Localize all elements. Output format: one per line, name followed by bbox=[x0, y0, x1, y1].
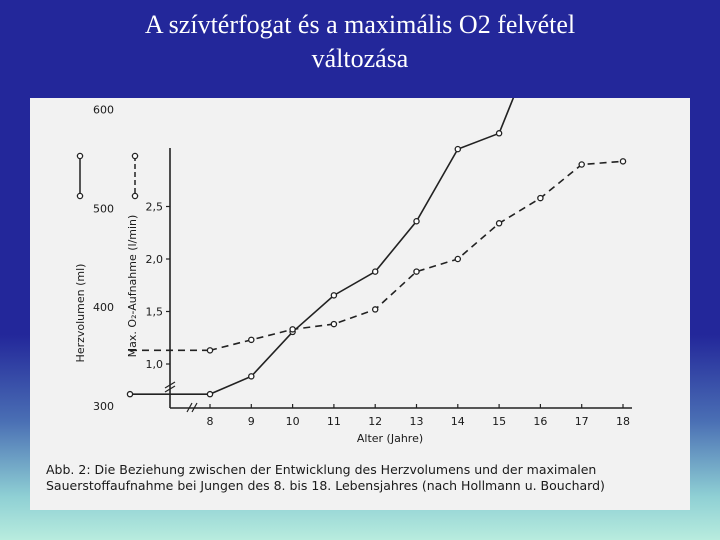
legend-dashed-marker bbox=[131, 152, 139, 160]
series-2-point bbox=[330, 320, 338, 328]
series-1-point bbox=[495, 130, 503, 137]
series-1-point bbox=[206, 390, 214, 398]
slide-title-line1: A szívtérfogat és a maximális O2 felvéte… bbox=[144, 10, 576, 39]
series-1-point bbox=[248, 373, 255, 380]
y-left-axis-title: Herzvolumen (ml) bbox=[74, 264, 87, 363]
y-left-tick-label: 600 bbox=[93, 104, 114, 117]
chart-figure: 3004005006007008001,01,52,02,5Herzvolume… bbox=[30, 98, 690, 510]
series-2-point bbox=[537, 194, 544, 202]
caption-line2: Sauerstoffaufnahme bei Jungen des 8. bis… bbox=[46, 478, 605, 493]
x-tick-label: 11 bbox=[327, 415, 341, 428]
series-2-point bbox=[578, 161, 585, 168]
x-break-mark bbox=[191, 402, 198, 413]
y-right-tick-label: 2,0 bbox=[146, 253, 164, 266]
series-2-point bbox=[371, 306, 379, 313]
series-2-point bbox=[289, 326, 296, 333]
series-2-line bbox=[209, 160, 624, 352]
series-2-point bbox=[454, 255, 462, 263]
x-break-mark bbox=[186, 402, 193, 413]
legend-solid-marker bbox=[76, 152, 84, 160]
series-1-start-marker bbox=[126, 390, 134, 398]
y-break-mark bbox=[164, 385, 176, 393]
series-2-point bbox=[495, 220, 503, 227]
figure-caption: Abb. 2: Die Beziehung zwischen der Entwi… bbox=[46, 462, 686, 494]
y-break-mark bbox=[164, 381, 176, 389]
series-1-point bbox=[371, 268, 379, 275]
series-1-line bbox=[209, 98, 515, 395]
y-right-axis-title: Max. O₂-Aufnahme (l/min) bbox=[126, 215, 139, 358]
series-1-point bbox=[330, 292, 338, 299]
legend-dashed-marker bbox=[131, 192, 139, 200]
x-tick-label: 10 bbox=[286, 415, 300, 428]
series-2-point bbox=[619, 158, 627, 165]
y-right-tick-label: 1,5 bbox=[146, 306, 164, 319]
x-tick-label: 16 bbox=[533, 415, 547, 428]
x-tick-label: 8 bbox=[207, 415, 214, 428]
series-2-point bbox=[206, 347, 214, 354]
y-right-tick-label: 2,5 bbox=[146, 201, 164, 214]
y-left-tick-label: 300 bbox=[93, 400, 114, 413]
x-tick-label: 14 bbox=[451, 415, 465, 428]
y-left-tick-label: 400 bbox=[93, 301, 114, 314]
series-2-point bbox=[248, 336, 255, 344]
chart-svg: 3004005006007008001,01,52,02,5Herzvolume… bbox=[74, 98, 632, 445]
x-tick-label: 9 bbox=[248, 415, 255, 428]
x-axis-title: Alter (Jahre) bbox=[357, 432, 423, 445]
x-tick-label: 13 bbox=[410, 415, 424, 428]
series-1-point bbox=[413, 217, 420, 225]
x-tick-label: 17 bbox=[575, 415, 589, 428]
y-right-tick-label: 1,0 bbox=[146, 358, 164, 371]
series-1-point bbox=[454, 145, 462, 153]
slide-title: A szívtérfogat és a maximális O2 felvéte… bbox=[0, 8, 720, 76]
x-tick-label: 12 bbox=[368, 415, 382, 428]
caption-line1: Abb. 2: Die Beziehung zwischen der Entwi… bbox=[46, 462, 597, 477]
y-left-tick-label: 500 bbox=[93, 202, 114, 215]
slide-title-line2: változása bbox=[311, 44, 409, 73]
series-2-point bbox=[413, 268, 420, 275]
x-tick-label: 15 bbox=[492, 415, 506, 428]
legend-solid-marker bbox=[76, 192, 84, 200]
x-tick-label: 18 bbox=[616, 415, 630, 428]
